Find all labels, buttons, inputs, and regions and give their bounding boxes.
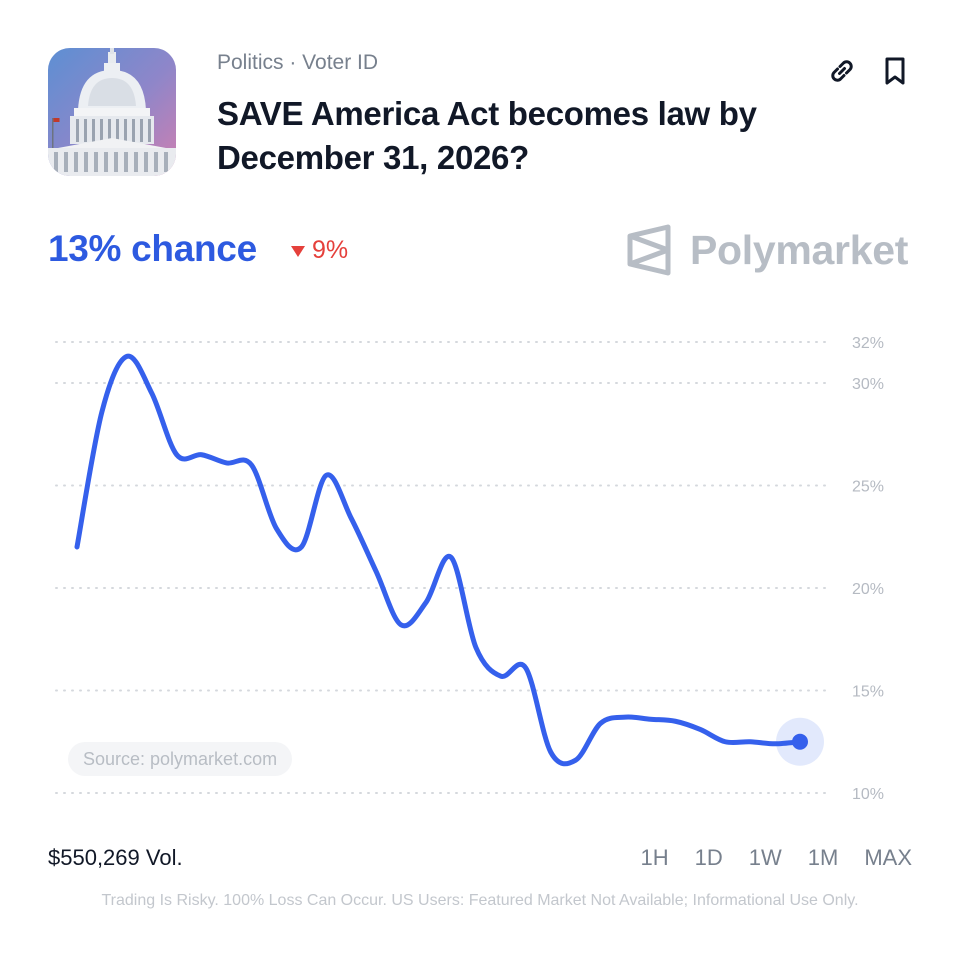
polymarket-logo-icon bbox=[627, 224, 671, 276]
market-category: Politics · Voter ID bbox=[217, 51, 379, 74]
triangle-down-icon bbox=[291, 245, 305, 257]
source-label: Source: polymarket.com bbox=[68, 742, 293, 776]
y-tick-label: 15% bbox=[852, 684, 884, 701]
market-title: SAVE America Act becomes law by December… bbox=[217, 95, 757, 176]
brand-name: Polymarket bbox=[690, 226, 909, 273]
link-icon bbox=[831, 60, 853, 82]
y-tick-label: 20% bbox=[852, 581, 884, 598]
chance-change-value: 9% bbox=[312, 236, 349, 264]
chance-change: 9% bbox=[290, 236, 348, 265]
volume-label: $550,269 Vol. bbox=[48, 845, 183, 870]
price-chart: 10% 15% 20% 25% 30% 32% bbox=[55, 335, 884, 803]
range-max-button[interactable]: MAX bbox=[864, 845, 912, 870]
range-1w-button[interactable]: 1W bbox=[748, 845, 782, 870]
current-point bbox=[792, 733, 808, 750]
range-1m-button[interactable]: 1M bbox=[807, 845, 839, 870]
chance-value: 13% chance bbox=[48, 228, 257, 269]
range-1h-button[interactable]: 1H bbox=[640, 845, 669, 870]
capitol-building-icon bbox=[48, 48, 176, 176]
y-tick-label: 30% bbox=[852, 376, 884, 393]
range-1d-button[interactable]: 1D bbox=[694, 845, 723, 870]
y-tick-label: 25% bbox=[852, 479, 884, 496]
disclaimer: Trading Is Risky. 100% Loss Can Occur. U… bbox=[101, 892, 859, 909]
bookmark-button[interactable] bbox=[878, 54, 912, 88]
copy-link-button[interactable] bbox=[825, 54, 859, 88]
bookmark-icon bbox=[885, 57, 905, 85]
y-tick-label: 32% bbox=[852, 335, 884, 352]
time-range-selector: 1H 1D 1W 1M MAX bbox=[641, 845, 913, 871]
brand-logo: Polymarket bbox=[626, 224, 908, 276]
market-image bbox=[48, 48, 176, 176]
series-line bbox=[74, 353, 803, 767]
y-tick-label: 10% bbox=[852, 786, 884, 803]
